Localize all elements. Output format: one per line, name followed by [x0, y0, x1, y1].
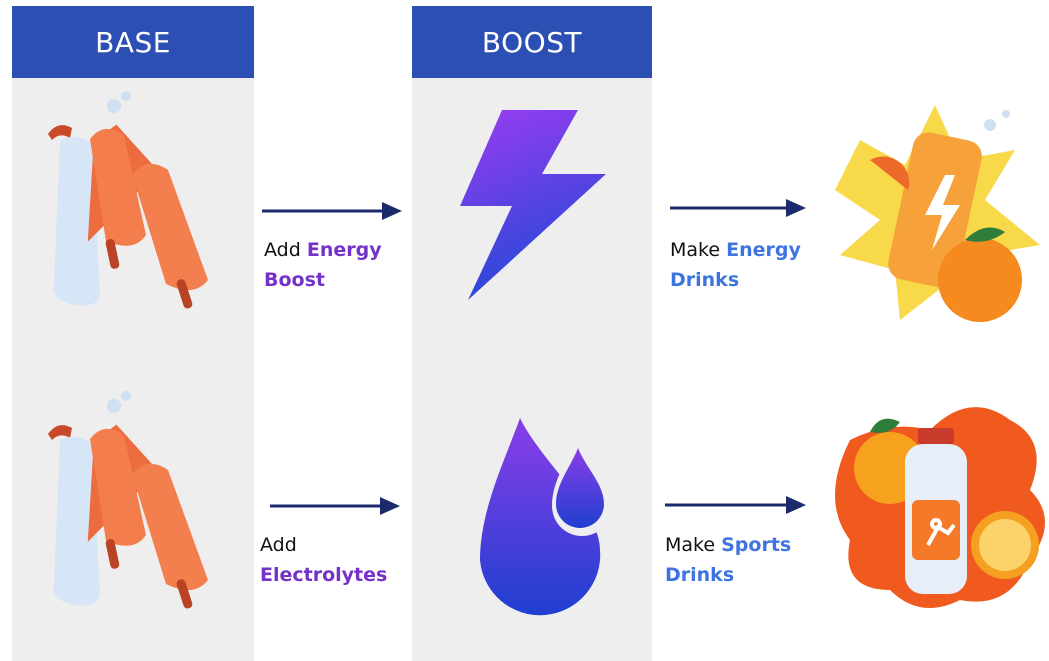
energy-drink-illustration-part: [984, 119, 996, 131]
sports-drink-illustration-part: [918, 428, 954, 444]
base-illustration-part: [48, 91, 208, 310]
result-label: Make Sports Drinks: [665, 530, 815, 590]
bolt-icon-part: [460, 110, 606, 300]
energy-drink-illustration-part: [1002, 110, 1010, 118]
term: Electrolytes: [260, 564, 387, 586]
base-illustration-part: [48, 391, 208, 610]
base-illustration: [48, 91, 208, 610]
drop-icon-part: [556, 448, 604, 528]
verb: Add: [264, 239, 301, 261]
illustrations: [0, 0, 1049, 661]
sports-drink-illustration: [835, 407, 1045, 608]
energy-drink-illustration-part: [938, 238, 1022, 322]
sports-drink-illustration-part: [979, 519, 1031, 571]
step-label: Add Electrolytes: [260, 530, 400, 590]
arrow-part: [786, 199, 806, 217]
energy-drink-illustration: [835, 105, 1040, 322]
arrow-part: [382, 202, 402, 220]
arrow-part: [786, 496, 806, 514]
verb: Add: [260, 534, 297, 556]
bolt-icon: [460, 110, 606, 300]
verb: Make: [670, 239, 720, 261]
drop-icon: [480, 418, 612, 615]
step-label: Add Energy Boost: [264, 235, 404, 295]
arrow-part: [380, 497, 400, 515]
verb: Make: [665, 534, 715, 556]
result-label: Make Energy Drinks: [670, 235, 820, 295]
diagram: BASE BOOST: [0, 0, 1049, 661]
